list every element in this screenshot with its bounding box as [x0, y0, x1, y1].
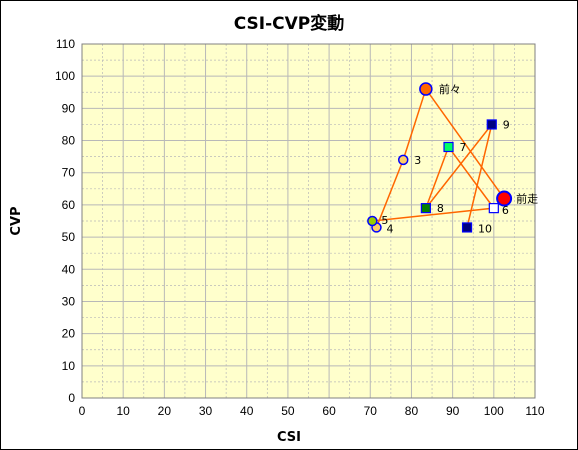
y-tick-label: 0 — [68, 391, 75, 405]
x-tick-label: 20 — [158, 404, 172, 418]
data-point — [486, 119, 497, 130]
y-tick-label: 110 — [56, 37, 75, 51]
data-point — [496, 190, 513, 207]
y-axis-title: CVP — [9, 206, 24, 235]
line-segment — [447, 146, 495, 209]
x-tick-label: 110 — [525, 404, 544, 418]
point-label: 6 — [502, 204, 509, 217]
data-point — [397, 154, 409, 166]
point-label: 前走 — [516, 191, 538, 205]
x-tick-label: 30 — [199, 404, 213, 418]
line-segment — [402, 88, 427, 161]
y-tick-label: 50 — [62, 230, 76, 244]
data-point — [419, 82, 433, 96]
line-segment — [425, 88, 505, 199]
y-tick-label: 20 — [62, 327, 76, 341]
plot-border — [81, 43, 536, 399]
y-tick-label: 60 — [62, 198, 76, 212]
point-label: 5 — [381, 214, 388, 227]
grid — [82, 44, 535, 398]
line-segment — [425, 123, 493, 209]
x-tick-label: 70 — [364, 404, 378, 418]
data-point — [367, 215, 378, 227]
y-tick-label: 90 — [62, 101, 76, 115]
x-tick-label: 0 — [79, 404, 86, 418]
y-tick-label: 100 — [55, 69, 75, 83]
data-point — [443, 141, 454, 153]
data-points — [367, 82, 513, 233]
y-tick-label: 70 — [62, 166, 76, 180]
x-tick-label: 50 — [281, 404, 295, 418]
point-label: 3 — [414, 154, 421, 167]
chart-title: CSI-CVP変動 — [234, 13, 345, 34]
line-segment — [372, 207, 494, 222]
x-tick-label: 80 — [405, 404, 419, 418]
data-point — [461, 222, 473, 233]
x-tick-label: 10 — [117, 404, 131, 418]
point-label: 4 — [386, 222, 393, 235]
x-tick-label: 100 — [484, 404, 504, 418]
point-label: 10 — [478, 222, 492, 235]
x-axis-title: CSI — [277, 430, 301, 445]
point-label: 7 — [460, 141, 467, 154]
y-tick-label: 80 — [62, 134, 76, 148]
line-segment — [425, 146, 450, 209]
data-point — [488, 203, 499, 214]
y-tick-label: 30 — [62, 294, 76, 308]
tick-labels: 0 10 20 30 40 50 60 70 80 90 100 110 0 10 20 30 40 50 60 70… — [55, 37, 545, 418]
x-tick-label: 40 — [240, 404, 254, 418]
point-label: 前々 — [439, 82, 461, 96]
data-point — [420, 203, 431, 214]
y-tick-label: 40 — [62, 262, 76, 276]
point-labels: 前走 前々 3 45 6 7 8 9 10 — [381, 82, 538, 235]
connecting-lines — [371, 88, 505, 228]
point-label: 8 — [437, 202, 444, 215]
x-tick-label: 90 — [446, 404, 460, 418]
x-tick-label: 60 — [322, 404, 336, 418]
line-segment — [375, 159, 404, 228]
y-tick-label: 10 — [62, 359, 76, 373]
point-label: 9 — [503, 118, 510, 131]
